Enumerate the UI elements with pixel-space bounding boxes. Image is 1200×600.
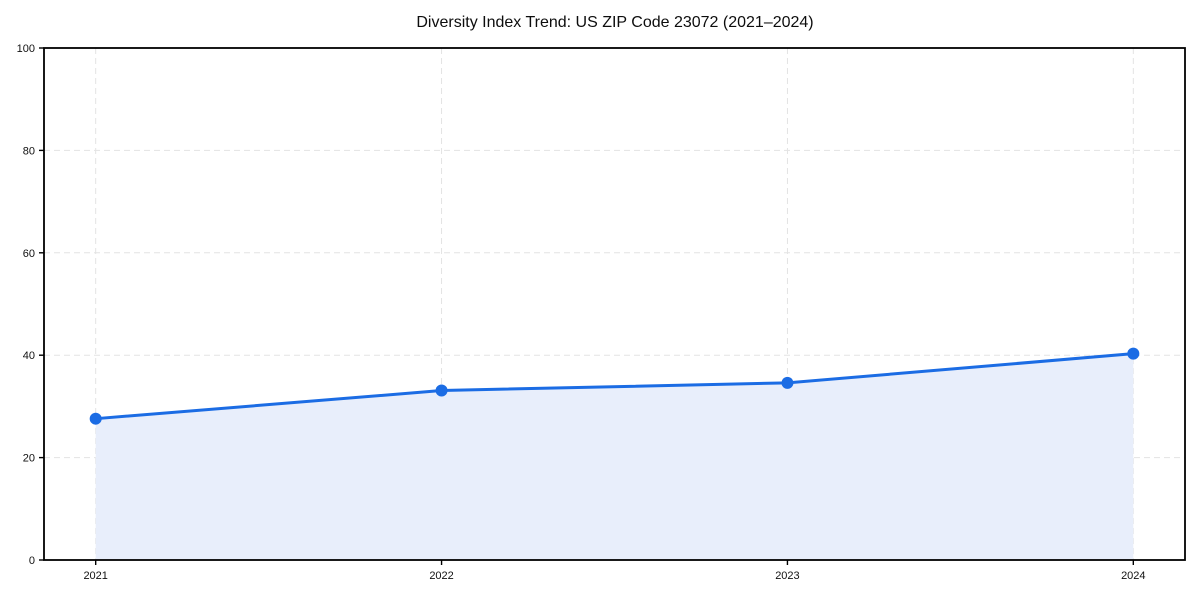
area-fill: [95, 353, 1134, 560]
x-axis-tick-label: 2021: [83, 570, 107, 582]
y-axis-tick-label: 60: [23, 248, 35, 260]
y-axis-tick-label: 0: [29, 555, 35, 567]
data-point-marker: [435, 384, 448, 397]
trend-line: [94, 352, 1135, 421]
plot-area-border: [43, 47, 1186, 561]
x-axis: 2021 2022 2023 2024: [83, 560, 1146, 582]
x-axis-tick-label: 2023: [775, 570, 799, 582]
data-point-marker: [1127, 347, 1140, 360]
y-axis-tick-label: 80: [23, 145, 35, 157]
y-axis: 0 20 40 60 80 100: [17, 43, 44, 567]
x-axis-tick-label: 2022: [429, 570, 453, 582]
y-axis-tick-label: 40: [23, 350, 35, 362]
x-axis-tick-label: 2024: [1121, 570, 1145, 582]
data-point-marker: [89, 412, 102, 425]
chart-title: Diversity Index Trend: US ZIP Code 23072…: [416, 14, 814, 31]
data-point-marker: [781, 376, 794, 389]
y-axis-tick-label: 100: [17, 43, 35, 55]
y-axis-tick-label: 20: [23, 453, 35, 465]
